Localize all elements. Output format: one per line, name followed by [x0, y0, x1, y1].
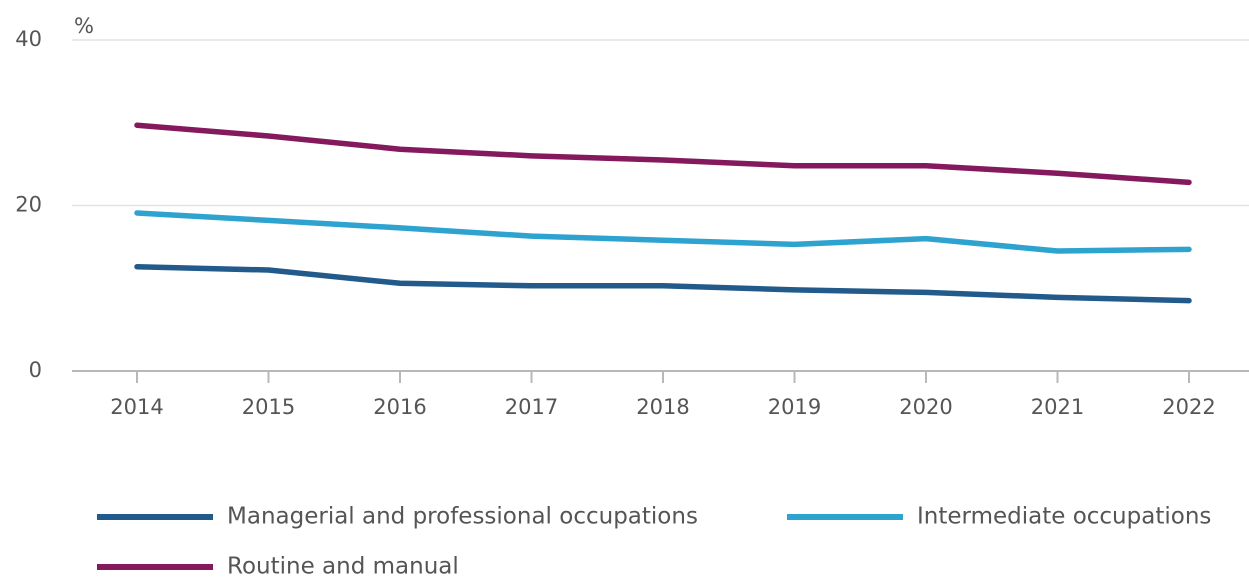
y-tick-label: 20 [15, 193, 42, 217]
legend-label: Intermediate occupations [917, 504, 1211, 530]
x-tick-label: 2017 [505, 395, 558, 419]
y-tick-label: 0 [29, 358, 42, 382]
x-tick-label: 2020 [899, 395, 952, 419]
legend-label: Routine and manual [227, 554, 459, 579]
series-line [134, 263, 1192, 304]
x-tick-label: 2022 [1162, 395, 1215, 419]
x-tick-label: 2021 [1031, 395, 1084, 419]
x-tick-label: 2016 [373, 395, 426, 419]
x-tick-label: 2019 [768, 395, 821, 419]
y-tick-label: 40 [15, 27, 42, 51]
x-tick-label: 2018 [636, 395, 689, 419]
series-line [134, 122, 1192, 186]
series-line [134, 210, 1192, 254]
unit-label: % [74, 14, 94, 38]
x-tick-label: 2015 [242, 395, 295, 419]
legend-label: Managerial and professional occupations [227, 504, 698, 530]
x-tick-label: 2014 [110, 395, 163, 419]
